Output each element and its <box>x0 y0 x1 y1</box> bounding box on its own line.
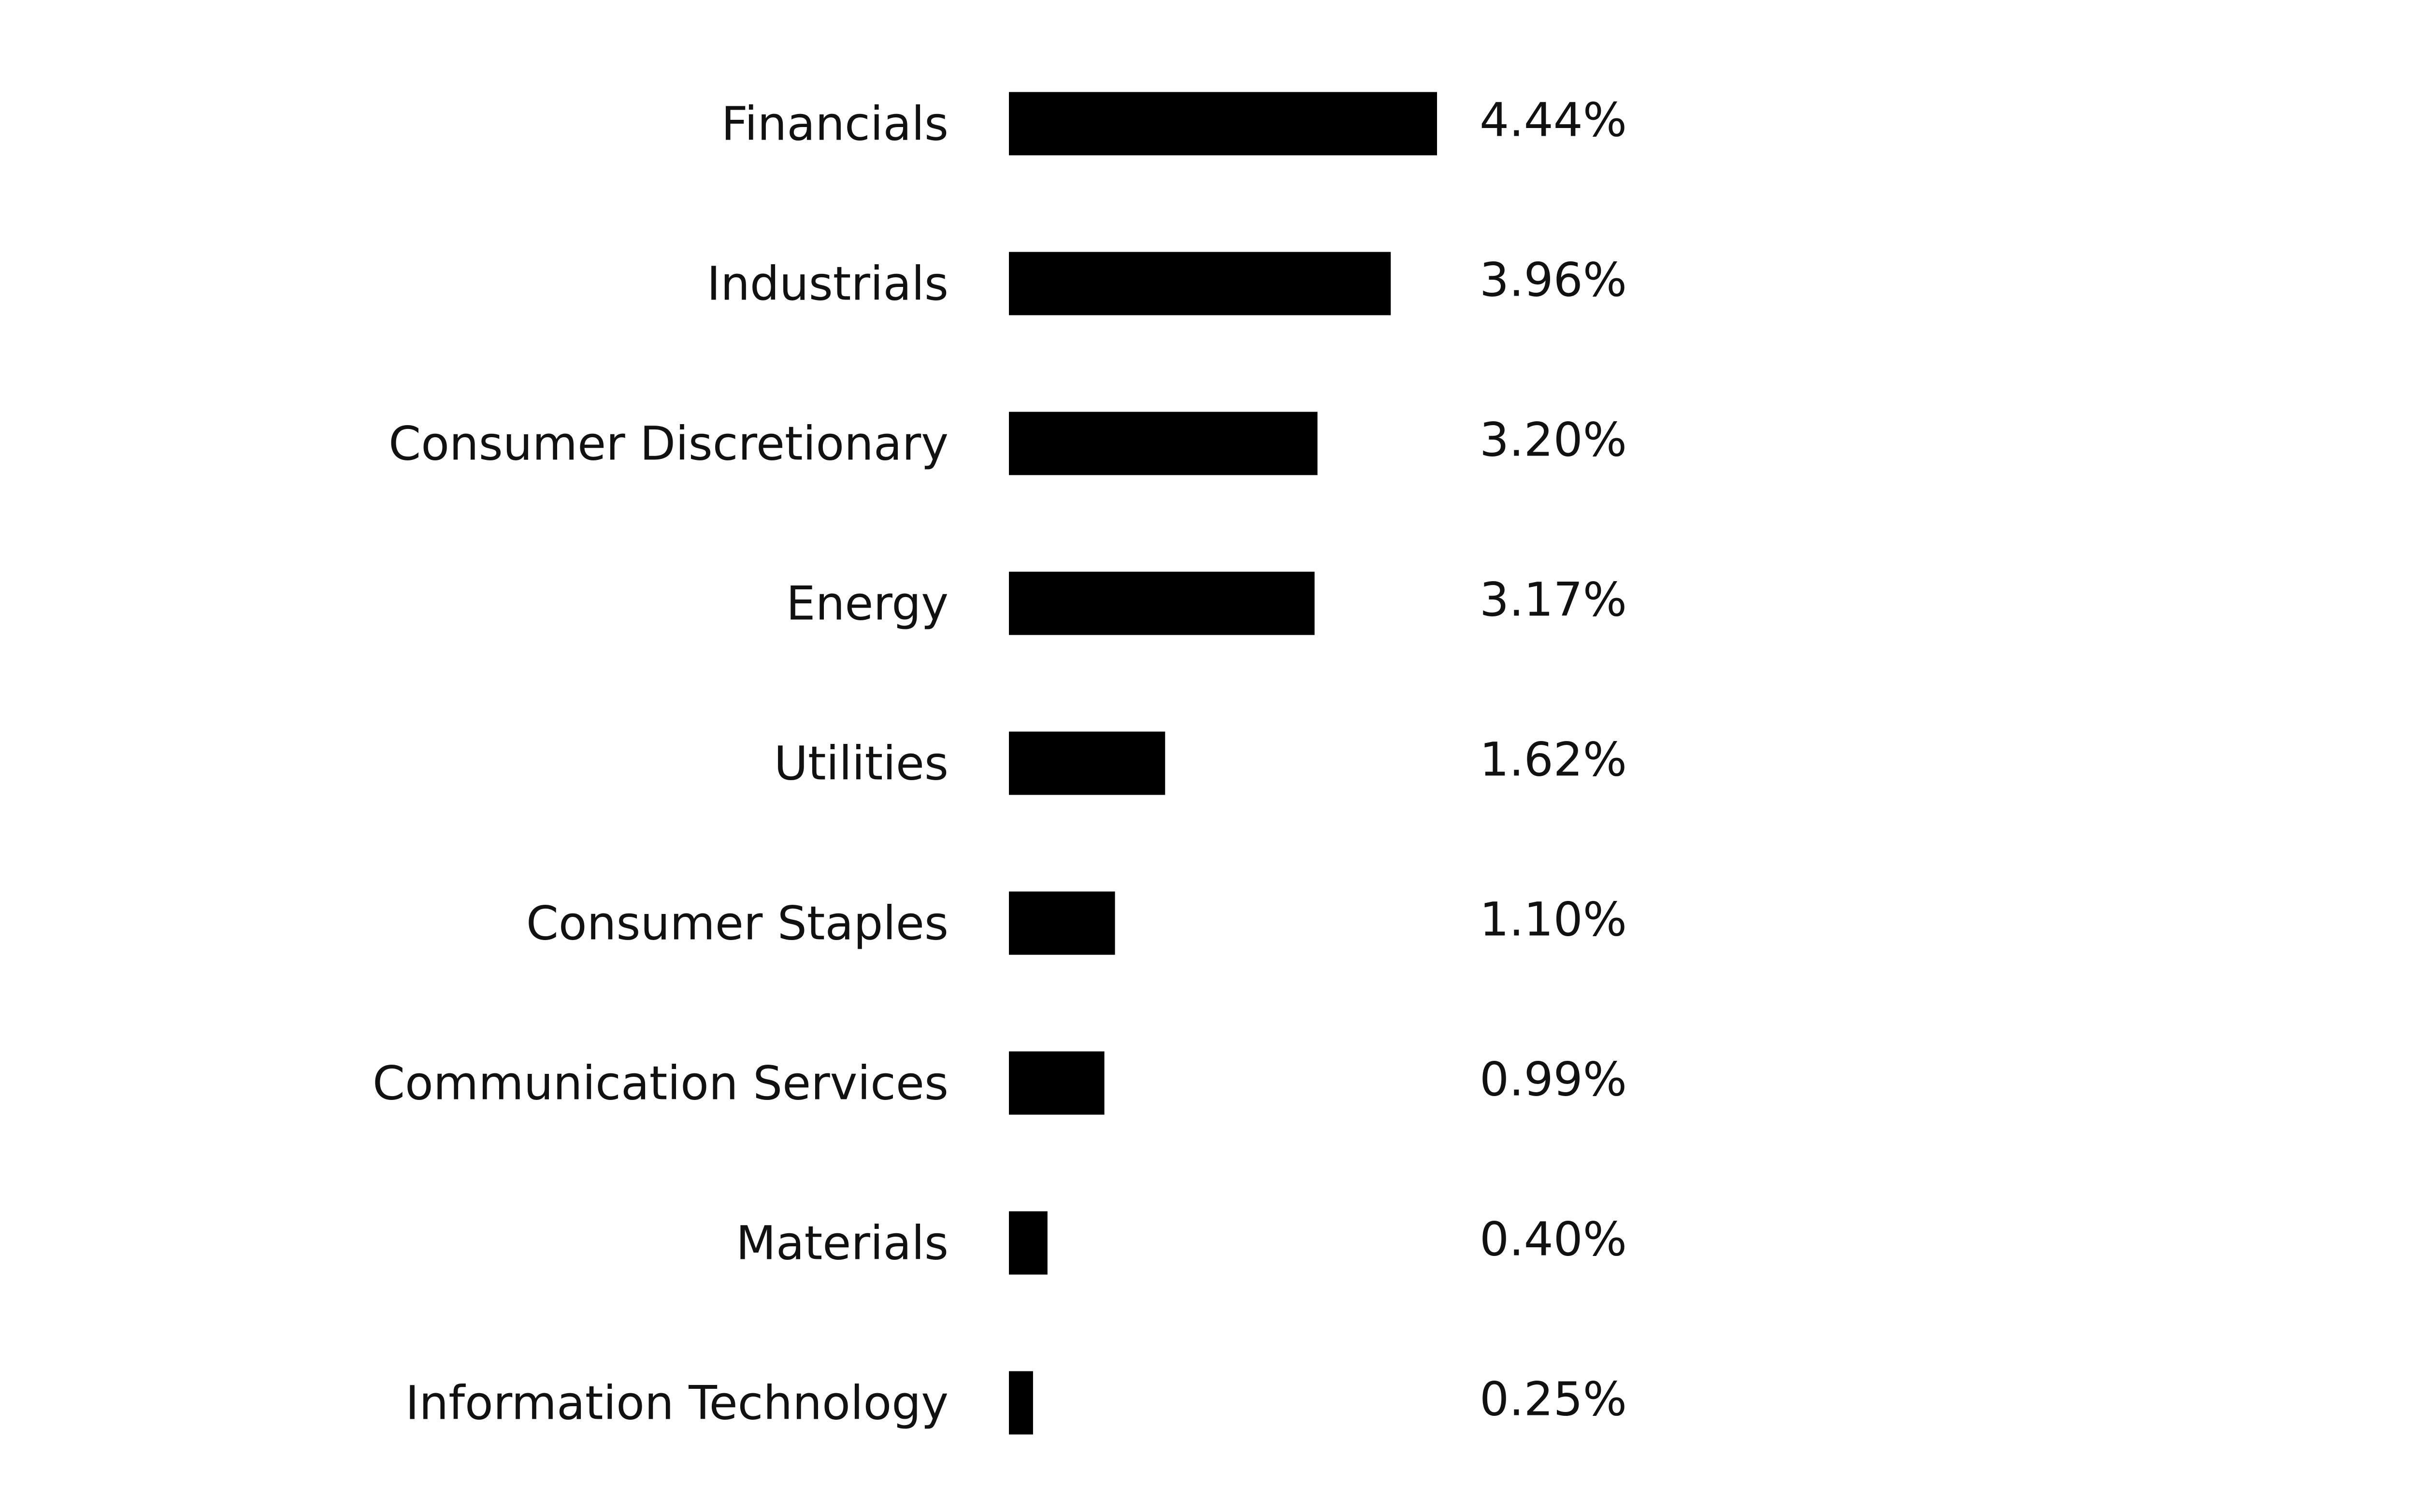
category-label: Communication Services <box>373 1056 949 1111</box>
category-label: Financials <box>721 97 949 151</box>
category-label: Consumer Discretionary <box>388 417 949 471</box>
value-label: 0.25% <box>1480 1372 1627 1426</box>
value-label: 3.17% <box>1480 573 1627 627</box>
category-label: Energy <box>786 577 949 631</box>
category-label: Information Technology <box>405 1376 949 1430</box>
value-label: 1.62% <box>1480 733 1627 787</box>
value-label: 1.10% <box>1480 893 1627 947</box>
value-label: 4.44% <box>1480 93 1627 147</box>
bar <box>1009 1051 1105 1115</box>
value-label: 0.40% <box>1480 1212 1627 1267</box>
bar <box>1009 1371 1033 1435</box>
category-label: Consumer Staples <box>526 897 949 951</box>
bar <box>1009 731 1165 795</box>
bar <box>1009 891 1115 955</box>
value-label: 0.99% <box>1480 1053 1627 1107</box>
value-label: 3.20% <box>1480 413 1627 467</box>
bar <box>1009 571 1315 635</box>
category-label: Industrials <box>707 257 949 311</box>
category-label: Utilities <box>774 737 949 791</box>
bar <box>1009 92 1437 156</box>
bars <box>1009 92 1437 1435</box>
value-label: 3.96% <box>1480 253 1627 307</box>
category-label: Materials <box>736 1216 949 1270</box>
value-labels: 4.44% 3.96% 3.20% 3.17% 1.62% 1.10% 0.99% 0.40%… <box>1480 93 1627 1426</box>
bar <box>1009 412 1318 475</box>
category-labels: Financials Industrials Consumer Discretion… <box>373 97 949 1430</box>
bar <box>1009 1211 1048 1275</box>
bar <box>1009 252 1391 315</box>
